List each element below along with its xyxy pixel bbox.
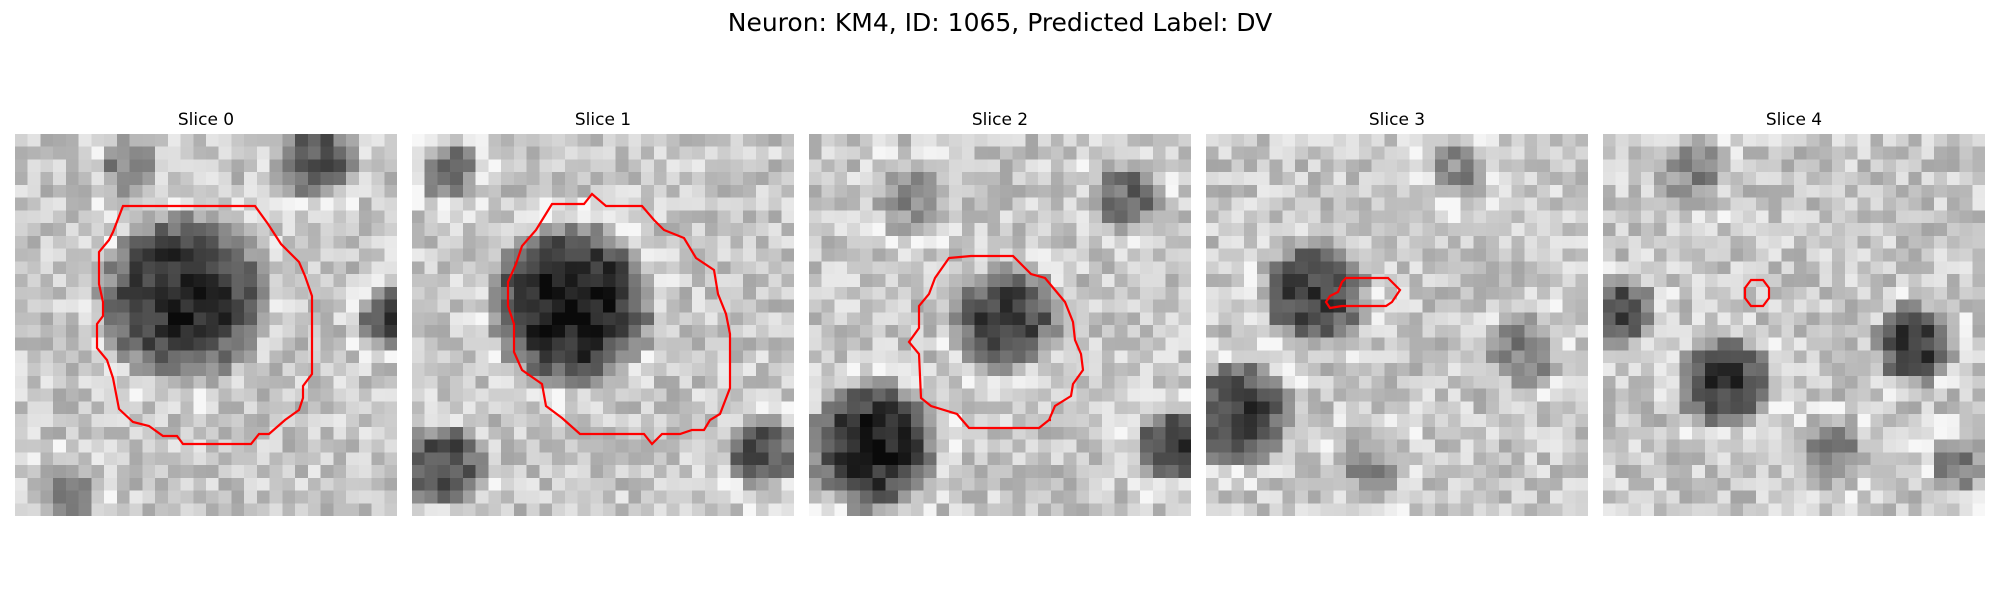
segmentation-contour [1743,278,1771,308]
slice-title: Slice 1 [574,110,632,130]
segmentation-overlay [506,192,732,446]
segmentation-contour [1324,276,1402,310]
segmentation-contour [95,204,314,446]
slice-image [412,134,794,516]
em-image [1603,134,1985,516]
segmentation-overlay [1324,276,1402,310]
slice-panel-0: Slice 0 [15,110,397,516]
slice-panel-2: Slice 2 [809,110,1191,516]
em-image [1206,134,1588,516]
slice-title: Slice 0 [177,110,235,130]
figure-title: Neuron: KM4, ID: 1065, Predicted Label: … [727,8,1273,37]
slice-panel-1: Slice 1 [412,110,794,516]
slice-title: Slice 3 [1368,110,1426,130]
segmentation-overlay [907,254,1085,430]
slice-image [1603,134,1985,516]
segmentation-contour [506,192,732,446]
em-image [412,134,794,516]
slice-title: Slice 4 [1765,110,1823,130]
slice-panel-4: Slice 4 [1603,110,1985,516]
slice-image [809,134,1191,516]
em-image [809,134,1191,516]
slice-title: Slice 2 [971,110,1029,130]
slice-image [15,134,397,516]
slice-image [1206,134,1588,516]
segmentation-overlay [95,204,314,446]
em-image [15,134,397,516]
segmentation-contour [907,254,1085,430]
segmentation-overlay [1743,278,1771,308]
slice-panel-3: Slice 3 [1206,110,1588,516]
